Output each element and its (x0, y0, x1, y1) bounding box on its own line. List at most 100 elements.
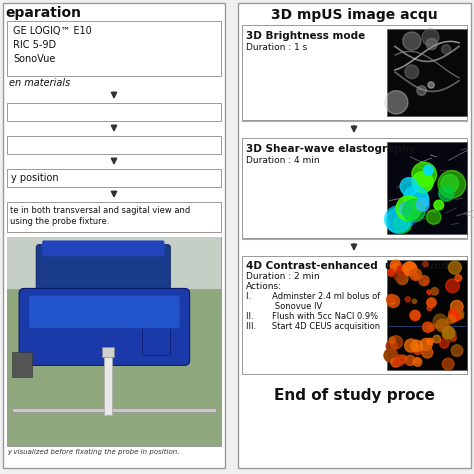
Circle shape (440, 339, 449, 348)
Circle shape (405, 339, 418, 352)
Circle shape (413, 273, 419, 279)
Bar (12, 352, 32, 377)
Circle shape (394, 355, 405, 365)
Circle shape (390, 260, 401, 271)
Circle shape (399, 202, 412, 215)
Circle shape (417, 86, 427, 95)
Circle shape (403, 262, 417, 276)
Circle shape (422, 29, 439, 46)
Text: te in both transversal and sagital view and: te in both transversal and sagital view … (10, 206, 190, 215)
Circle shape (427, 210, 441, 224)
Circle shape (388, 269, 395, 276)
Circle shape (434, 200, 444, 210)
Circle shape (413, 357, 422, 366)
Circle shape (389, 337, 395, 343)
Circle shape (410, 310, 420, 320)
Circle shape (391, 263, 401, 273)
Circle shape (386, 341, 397, 352)
Circle shape (447, 315, 456, 323)
Circle shape (384, 206, 410, 232)
Circle shape (441, 174, 459, 192)
Circle shape (387, 294, 395, 303)
Bar (7, 103, 221, 121)
Circle shape (431, 288, 438, 295)
Circle shape (427, 290, 431, 294)
Bar (7, 202, 221, 232)
FancyBboxPatch shape (42, 240, 164, 256)
Circle shape (397, 273, 408, 284)
Bar (7, 237, 221, 446)
Circle shape (433, 335, 441, 343)
Circle shape (398, 205, 415, 223)
Circle shape (441, 45, 451, 54)
Circle shape (402, 32, 421, 50)
Bar (238, 3, 471, 468)
Circle shape (415, 359, 420, 364)
Circle shape (409, 190, 429, 210)
Bar (387, 29, 467, 116)
Circle shape (411, 340, 422, 352)
Circle shape (394, 271, 404, 281)
Bar (242, 256, 467, 374)
Text: SonoVue: SonoVue (13, 54, 55, 64)
FancyBboxPatch shape (143, 325, 171, 356)
Circle shape (438, 171, 465, 198)
Circle shape (442, 358, 454, 370)
Circle shape (451, 301, 463, 313)
FancyBboxPatch shape (19, 289, 190, 365)
Circle shape (427, 305, 432, 310)
Circle shape (428, 324, 435, 331)
Bar (12, 409, 216, 412)
Text: Duration : 2 min: Duration : 2 min (246, 272, 319, 281)
Circle shape (413, 345, 422, 355)
Bar (7, 169, 221, 187)
Circle shape (390, 336, 402, 349)
Circle shape (422, 322, 433, 332)
Circle shape (416, 198, 429, 211)
Text: Sonovue IV: Sonovue IV (246, 302, 322, 311)
Circle shape (457, 310, 464, 317)
Circle shape (450, 335, 456, 341)
Text: Actions:: Actions: (246, 282, 282, 291)
Circle shape (423, 262, 428, 267)
Circle shape (427, 298, 436, 307)
FancyBboxPatch shape (29, 295, 180, 328)
Text: 3D Shear-wave elastography: 3D Shear-wave elastography (246, 144, 416, 154)
Text: Duration : 4 min: Duration : 4 min (246, 156, 319, 165)
Bar (242, 25, 467, 120)
Circle shape (405, 356, 415, 365)
Circle shape (423, 165, 433, 175)
Text: I.        Adminster 2.4 ml bolus of: I. Adminster 2.4 ml bolus of (246, 292, 380, 301)
Text: y visualized before fixating the probe in position.: y visualized before fixating the probe i… (7, 449, 180, 455)
Circle shape (399, 355, 407, 363)
Circle shape (439, 320, 450, 332)
Text: III.      Start 4D CEUS acquisition: III. Start 4D CEUS acquisition (246, 322, 380, 331)
Circle shape (410, 269, 422, 281)
Text: Duration : 1 s: Duration : 1 s (246, 43, 307, 52)
Circle shape (427, 338, 433, 345)
Circle shape (384, 91, 408, 114)
Circle shape (393, 215, 411, 233)
Circle shape (391, 348, 395, 353)
Circle shape (412, 299, 417, 303)
Text: 3D mpUS image acqu: 3D mpUS image acqu (271, 8, 438, 22)
Circle shape (436, 319, 448, 332)
Bar (104, 356, 111, 415)
Bar (7, 237, 221, 289)
Circle shape (457, 312, 464, 319)
Circle shape (433, 314, 447, 328)
Circle shape (443, 327, 455, 339)
Text: eparation: eparation (5, 6, 81, 20)
Circle shape (428, 82, 434, 88)
Circle shape (451, 345, 463, 356)
Bar (101, 347, 114, 357)
Circle shape (384, 348, 398, 362)
Circle shape (389, 299, 395, 304)
Circle shape (442, 328, 456, 342)
Circle shape (387, 295, 400, 308)
Circle shape (446, 279, 459, 292)
Text: y position: y position (11, 173, 59, 183)
Circle shape (448, 308, 462, 321)
Bar (7, 21, 221, 76)
Text: using the probe fixture.: using the probe fixture. (10, 217, 109, 226)
